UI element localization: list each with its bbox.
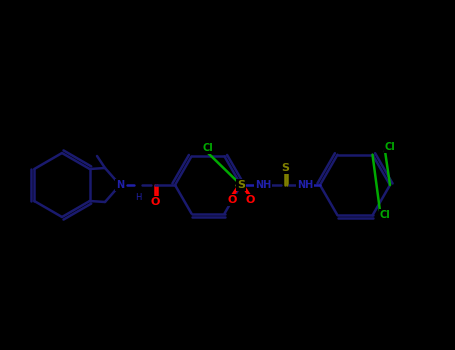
Text: N: N: [116, 180, 124, 190]
Text: S: S: [281, 163, 289, 173]
Text: NH: NH: [297, 180, 313, 190]
Text: H: H: [135, 193, 141, 202]
Text: NH: NH: [255, 180, 271, 190]
Text: O: O: [150, 197, 160, 207]
Text: O: O: [228, 195, 237, 205]
Text: Cl: Cl: [384, 142, 395, 152]
Text: O: O: [245, 195, 255, 205]
Text: Cl: Cl: [202, 143, 213, 153]
Text: S: S: [237, 180, 245, 190]
Text: Cl: Cl: [379, 210, 390, 220]
